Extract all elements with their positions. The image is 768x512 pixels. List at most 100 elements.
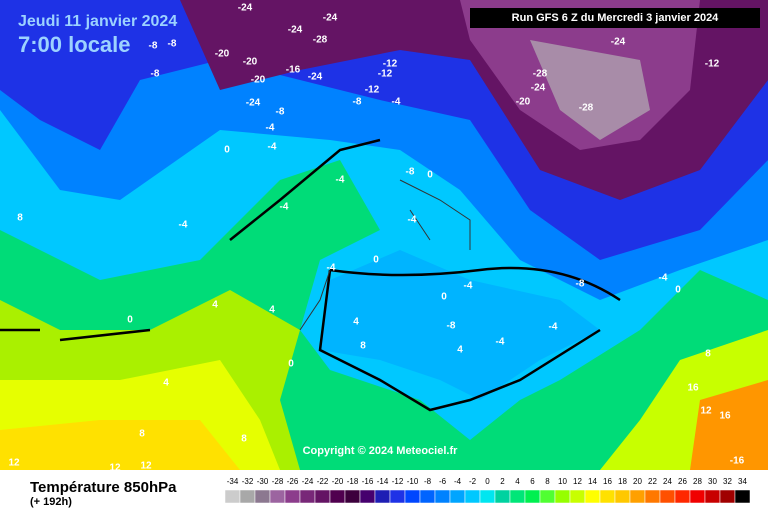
scale-cell [224, 489, 241, 504]
contour-label: 4 [457, 345, 463, 356]
contour-label: -20 [215, 49, 230, 60]
scale-cell [704, 489, 721, 504]
scale-label: 16 [603, 477, 612, 486]
contour-label: -20 [243, 57, 258, 68]
scale-label: -18 [347, 477, 359, 486]
contour-label: -28 [313, 35, 328, 46]
run-box [470, 8, 760, 28]
contour-label: -4 [408, 215, 417, 226]
contour-label: -16 [286, 65, 301, 76]
contour-label: -8 [151, 69, 160, 80]
scale-cell [509, 489, 526, 504]
scale-label: -30 [257, 477, 269, 486]
contour-label: -4 [392, 97, 401, 108]
scale-cell [584, 489, 601, 504]
scale-label: -24 [302, 477, 314, 486]
footer-title: Température 850hPa [30, 479, 177, 496]
scale-label: 28 [693, 477, 702, 486]
contour-label: -28 [533, 69, 548, 80]
contour-label: -8 [276, 107, 285, 118]
scale-label: 14 [588, 477, 597, 486]
scale-cell [629, 489, 646, 504]
scale-cell [674, 489, 691, 504]
scale-cell [569, 489, 586, 504]
contour-label: -8 [406, 167, 415, 178]
scale-cell [269, 489, 286, 504]
scale-label: -8 [424, 477, 432, 486]
header: Jeudi 11 janvier 2024 7:00 locale Run GF… [18, 8, 760, 57]
contour-label: -24 [611, 37, 626, 48]
contour-label: -24 [323, 13, 338, 24]
color-scale: -34 -32 -30 -28 -26 -24 -22 -20 -18 -16 -14 -12 -10-… [224, 477, 751, 504]
scale-label: -28 [272, 477, 284, 486]
scale-label: -20 [332, 477, 344, 486]
contour-label: 12 [8, 458, 20, 469]
contour-label: 0 [288, 359, 294, 370]
scale-label: -2 [469, 477, 477, 486]
contour-label: 12 [109, 463, 121, 474]
scale-cell [404, 489, 421, 504]
contour-label: 8 [705, 349, 711, 360]
scale-label: 22 [648, 477, 657, 486]
contour-label: -4 [179, 220, 188, 231]
forecast-date: Jeudi 11 janvier 2024 [18, 13, 177, 30]
contour-label: -4 [496, 337, 505, 348]
scale-label: 0 [485, 477, 490, 486]
scale-label: 30 [708, 477, 717, 486]
contour-labels: -24-24-20-28-24-20-16-24-20-24-8 -8-8-12-… [8, 3, 744, 474]
scale-label: -32 [242, 477, 254, 486]
scale-cell [479, 489, 496, 504]
scale-cell [719, 489, 736, 504]
contour-label: -8 [168, 39, 177, 50]
contour-label: -8 [447, 321, 456, 332]
scale-label: -14 [377, 477, 389, 486]
scale-label: -22 [317, 477, 329, 486]
contour-label: -12 [378, 69, 393, 80]
contour-label: 8 [17, 213, 23, 224]
scale-cell [314, 489, 331, 504]
copyright: Copyright © 2024 Meteociel.fr [303, 445, 459, 457]
contour-label: -12 [705, 59, 720, 70]
scale-label: -26 [287, 477, 299, 486]
scale-cell [599, 489, 616, 504]
contour-label: -8 [353, 97, 362, 108]
contour-label: -4 [268, 142, 277, 153]
contour-label: -4 [464, 281, 473, 292]
scale-label: 20 [633, 477, 642, 486]
contour-label: -4 [549, 322, 558, 333]
scale-cell [359, 489, 376, 504]
scale-cell [389, 489, 406, 504]
scale-label: -12 [392, 477, 404, 486]
contour-label: 8 [360, 341, 366, 352]
footer-lead: (+ 192h) [30, 496, 72, 508]
contour-label: -24 [246, 98, 261, 109]
contour-label: 0 [675, 285, 681, 296]
scale-cell [614, 489, 631, 504]
contour-label: 8 [139, 429, 145, 440]
contour-label: -8 [149, 41, 158, 52]
scale-label: -6 [439, 477, 447, 486]
contour-label: -12 [365, 85, 380, 96]
scale-label: 4 [515, 477, 520, 486]
scale-cell [374, 489, 391, 504]
scale-label: 18 [618, 477, 627, 486]
contour-label: 12 [140, 461, 152, 472]
scale-cell [254, 489, 271, 504]
contour-label: 4 [212, 300, 218, 311]
contour-label: 8 [241, 434, 247, 445]
scale-cell [689, 489, 706, 504]
contour-label: 4 [269, 305, 275, 316]
scale-cell [644, 489, 661, 504]
scale-label: 10 [558, 477, 567, 486]
contour-label: 0 [441, 292, 447, 303]
contour-label: 16 [687, 383, 699, 394]
scale-label: 8 [545, 477, 550, 486]
scale-cell [464, 489, 481, 504]
forecast-time: 7:00 locale [18, 32, 131, 57]
contour-label: -24 [238, 3, 253, 14]
contour-label: -24 [288, 25, 303, 36]
scale-cell [734, 489, 751, 504]
contour-label: 12 [700, 406, 712, 417]
scale-label: 32 [723, 477, 732, 486]
